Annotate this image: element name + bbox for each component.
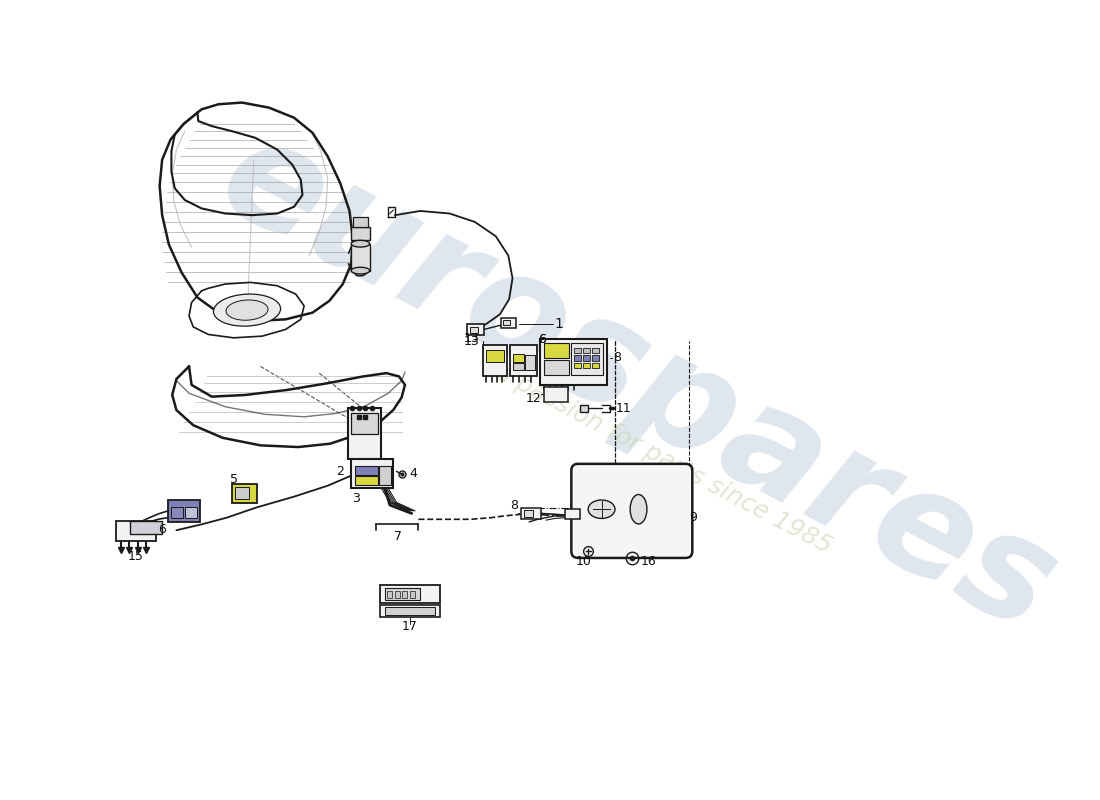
Bar [387, 590, 393, 598]
Text: 9: 9 [689, 511, 696, 524]
Ellipse shape [213, 294, 280, 326]
Bar [395, 590, 400, 598]
Ellipse shape [630, 494, 647, 524]
Ellipse shape [588, 500, 615, 518]
Text: 6: 6 [158, 523, 166, 536]
Bar [185, 506, 197, 518]
Bar [483, 345, 507, 377]
Text: 12: 12 [526, 392, 541, 405]
Text: 6: 6 [538, 333, 546, 346]
Bar [574, 363, 581, 368]
Text: 5: 5 [230, 474, 239, 486]
Bar [379, 605, 440, 617]
Bar [379, 585, 440, 603]
Bar [544, 386, 568, 402]
Bar [540, 338, 607, 385]
Text: 13: 13 [464, 334, 480, 348]
Bar [513, 363, 525, 370]
Text: 7: 7 [394, 530, 403, 542]
Bar [235, 487, 249, 499]
Ellipse shape [351, 267, 370, 274]
Text: 13: 13 [464, 332, 480, 345]
Bar [500, 318, 516, 328]
Bar [574, 355, 581, 361]
Bar [168, 500, 200, 522]
Bar [116, 521, 156, 541]
Bar [592, 355, 600, 361]
Bar [468, 324, 484, 335]
Bar [525, 510, 532, 517]
Bar [543, 360, 569, 374]
Bar [232, 484, 257, 502]
Text: 16: 16 [640, 555, 656, 568]
Text: 2: 2 [337, 465, 344, 478]
Text: 8: 8 [510, 499, 518, 512]
Ellipse shape [226, 300, 268, 320]
Bar [351, 244, 370, 270]
Text: a passion for parts since 1985: a passion for parts since 1985 [492, 359, 836, 558]
Text: 6: 6 [538, 333, 546, 346]
Bar [172, 506, 184, 518]
Bar [592, 348, 600, 353]
Text: 4: 4 [409, 467, 417, 481]
Bar [471, 327, 478, 333]
Bar [583, 348, 590, 353]
Bar [521, 507, 541, 519]
Bar [351, 459, 393, 488]
Text: 1: 1 [554, 318, 563, 331]
Bar [130, 521, 162, 534]
Text: 8: 8 [614, 351, 622, 365]
Bar [485, 350, 504, 362]
Text: eurospares: eurospares [198, 105, 1079, 662]
Bar [353, 217, 369, 227]
Bar [513, 354, 525, 362]
Bar [504, 320, 510, 326]
Bar [592, 363, 600, 368]
Bar [348, 409, 382, 459]
Text: 10: 10 [576, 555, 592, 568]
Bar [580, 405, 588, 412]
Bar [351, 227, 370, 240]
Bar [525, 354, 536, 370]
Text: 15: 15 [128, 550, 143, 562]
Bar [378, 466, 390, 485]
Bar [351, 413, 378, 434]
Bar [583, 363, 590, 368]
Text: 3: 3 [352, 492, 360, 505]
Bar [354, 477, 378, 485]
Ellipse shape [351, 240, 370, 247]
FancyBboxPatch shape [571, 464, 692, 558]
Bar [583, 355, 590, 361]
Bar [571, 343, 603, 374]
Text: 11: 11 [616, 402, 631, 415]
Bar [410, 590, 415, 598]
Text: 17: 17 [403, 620, 418, 634]
Bar [510, 345, 537, 377]
Bar [574, 348, 581, 353]
Bar [564, 510, 580, 519]
Bar [403, 590, 407, 598]
Bar [354, 466, 378, 474]
Bar [385, 588, 420, 600]
Bar [385, 606, 436, 615]
Bar [543, 343, 569, 358]
